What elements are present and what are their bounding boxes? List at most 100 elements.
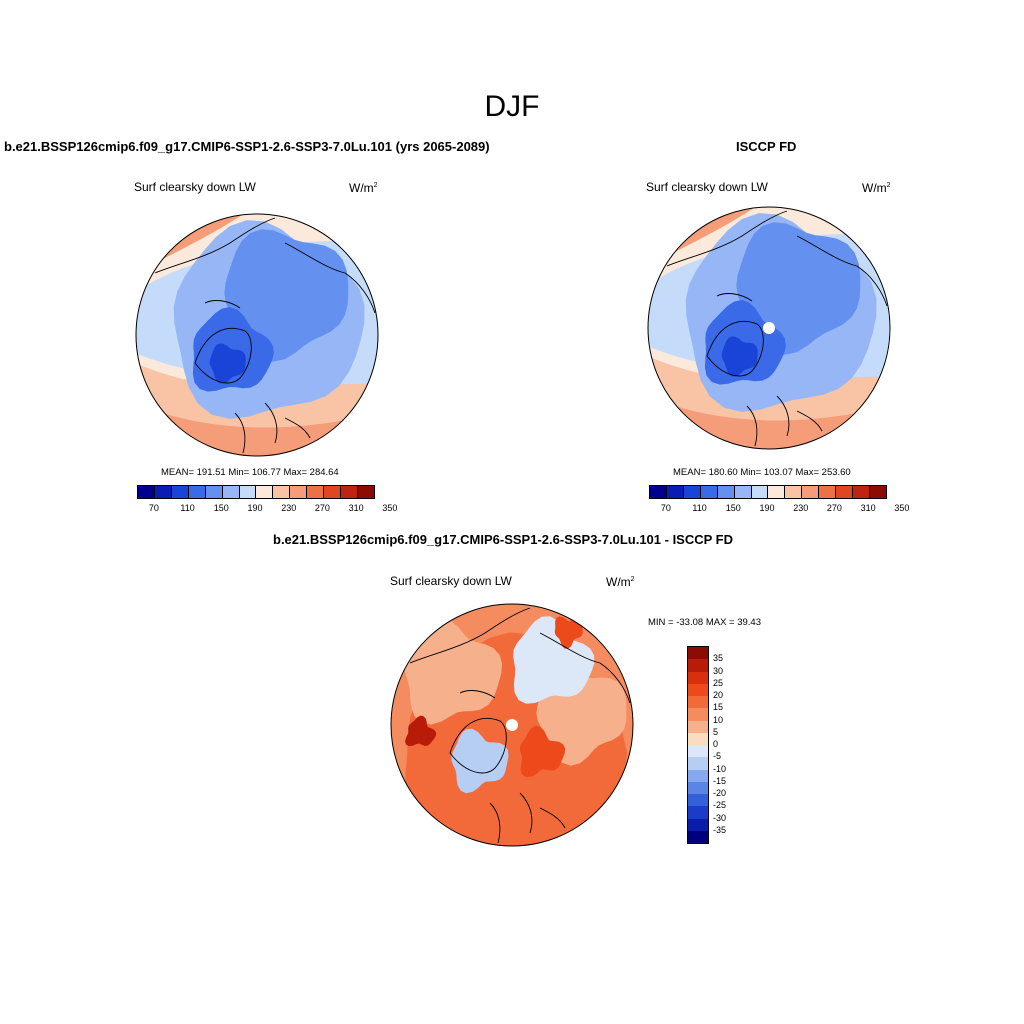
colorbar-swatch: [734, 486, 752, 498]
colorbar-swatch: [222, 486, 240, 498]
colorbar-swatch: [688, 818, 708, 831]
coastline: [449, 717, 507, 774]
colorbar-swatch: [688, 757, 708, 770]
coastline: [234, 412, 246, 454]
colorbar-swatch: [688, 683, 708, 696]
colorbar-swatch: [683, 486, 701, 498]
colorbar-swatch: [836, 486, 854, 498]
colorbar-swatch: [688, 732, 708, 745]
colorbar-tick-label: -15: [713, 775, 727, 786]
panel-3-stats: MIN = -33.08 MAX = 39.43: [648, 617, 762, 628]
colorbar-swatch: [688, 794, 708, 807]
coastline: [666, 210, 788, 267]
colorbar-tick-label: 350: [382, 503, 398, 513]
colorbar-tick-label: -30: [713, 812, 727, 823]
colorbar-tick-label: 35: [713, 653, 724, 664]
colorbar-tick-label: 270: [314, 503, 330, 513]
colorbar-swatch: [802, 486, 820, 498]
colorbar-tick-label: 70: [660, 503, 671, 513]
panel-3-units: W/m2: [606, 575, 635, 589]
colorbar-swatch: [171, 486, 189, 498]
colorbar-tick-label: 150: [725, 503, 741, 513]
coastline: [264, 402, 311, 444]
panel-2-stats: MEAN= 180.60 Min= 103.07 Max= 253.60: [673, 467, 851, 478]
colorbar-swatch: [688, 720, 708, 733]
colorbar-swatch: [324, 486, 342, 498]
coastline: [716, 293, 753, 302]
colorbar-tick-label: 150: [213, 503, 229, 513]
panel-2-polar-map: [647, 206, 891, 450]
colorbar-tick-label: 190: [759, 503, 775, 513]
colorbar-tick-label: -25: [713, 800, 727, 811]
colorbar-tick-label: 30: [713, 665, 724, 676]
colorbar-swatch: [256, 486, 274, 498]
colorbar-tick-label: 310: [860, 503, 876, 513]
colorbar-swatch: [357, 486, 374, 498]
colorbar-swatch: [700, 486, 718, 498]
colorbar-swatch: [138, 486, 155, 498]
map-border: [647, 206, 891, 450]
colorbar-tick-label: 5: [713, 726, 719, 737]
colorbar-swatch: [688, 696, 708, 709]
colorbar-swatch: [307, 486, 325, 498]
colorbar-swatch: [154, 486, 172, 498]
figure-title: DJF: [484, 90, 540, 123]
coastline: [519, 792, 566, 834]
colorbar-tick-label: 70: [148, 503, 159, 513]
colorbar-tick-label: 20: [713, 690, 724, 700]
map-border: [135, 213, 379, 457]
panel-3-colorbar-labels: 35 30 25 20 15 10 5 0 -5 -10 -15 -20 -25 -30 -35: [713, 646, 753, 842]
panel-3-title: b.e21.BSSP126cmip6.f09_g17.CMIP6-SSP1-2.…: [273, 532, 734, 547]
coastline: [706, 320, 764, 377]
coastline: [284, 242, 376, 314]
colorbar-swatch: [688, 708, 708, 721]
colorbar-swatch: [688, 806, 708, 819]
panel-1-stats: MEAN= 191.51 Min= 106.77 Max= 284.64: [161, 467, 339, 478]
colorbar-swatch: [785, 486, 803, 498]
colorbar-swatch: [341, 486, 358, 498]
colorbar-tick-label: 310: [348, 503, 364, 513]
panel-2-units: W/m2: [862, 181, 891, 195]
colorbar-tick-label: 15: [713, 702, 724, 713]
panel-2-colorbar-labels: 70 110 150 190 230 270 310 350: [649, 503, 910, 515]
panel-1-units: W/m2: [349, 181, 378, 195]
colorbar-tick-label: -5: [713, 751, 722, 762]
colorbar-swatch: [688, 830, 708, 843]
colorbar-tick-label: 230: [281, 503, 297, 513]
map-border: [390, 603, 634, 847]
colorbar-swatch: [717, 486, 735, 498]
colorbar-swatch: [869, 486, 886, 498]
colorbar-swatch: [768, 486, 786, 498]
colorbar-swatch: [650, 486, 667, 498]
panel-1-colorbar-labels: 70 110 150 190 230 270 310 350: [137, 503, 398, 515]
panel-1-colorbar: [137, 485, 375, 499]
colorbar-swatch: [688, 781, 708, 794]
panel-1-polar-map: [135, 213, 379, 457]
panel-2-title: ISCCP FD: [736, 139, 797, 154]
colorbar-tick-label: 190: [247, 503, 263, 513]
colorbar-swatch: [688, 647, 708, 660]
colorbar-tick-label: 25: [713, 677, 724, 688]
panel-3-variable: Surf clearsky down LW: [390, 574, 512, 588]
colorbar-swatch: [688, 671, 708, 684]
colorbar-swatch: [853, 486, 870, 498]
colorbar-tick-label: 270: [826, 503, 842, 513]
colorbar-tick-label: 10: [713, 714, 724, 725]
colorbar-swatch: [666, 486, 684, 498]
panel-2-variable: Surf clearsky down LW: [646, 180, 768, 194]
colorbar-tick-label: 0: [713, 739, 719, 749]
colorbar-swatch: [188, 486, 206, 498]
coastline: [746, 405, 758, 447]
coastline: [796, 235, 888, 307]
colorbar-swatch: [819, 486, 837, 498]
colorbar-swatch: [688, 659, 708, 672]
coastline: [154, 217, 276, 274]
colorbar-swatch: [688, 745, 708, 758]
colorbar-tick-label: 230: [793, 503, 809, 513]
colorbar-swatch: [205, 486, 223, 498]
panel-3-polar-map: [390, 603, 634, 847]
colorbar-swatch: [273, 486, 291, 498]
coastline: [194, 327, 252, 384]
colorbar-swatch: [239, 486, 257, 498]
colorbar-tick-label: 350: [894, 503, 910, 513]
